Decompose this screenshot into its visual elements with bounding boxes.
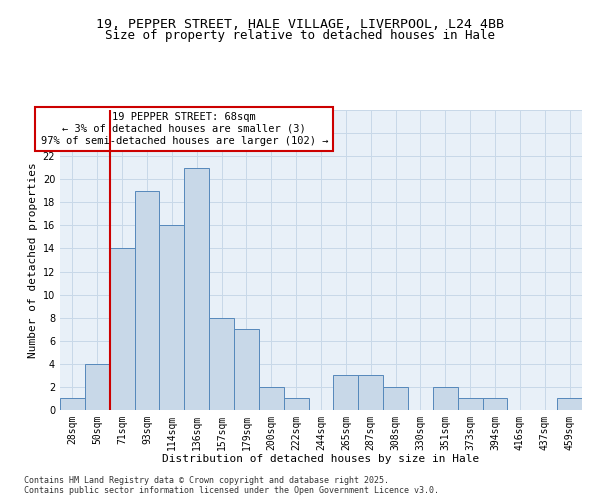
Bar xyxy=(284,398,308,410)
Bar xyxy=(234,329,259,410)
Text: 19, PEPPER STREET, HALE VILLAGE, LIVERPOOL, L24 4BB: 19, PEPPER STREET, HALE VILLAGE, LIVERPO… xyxy=(96,18,504,30)
Bar xyxy=(557,398,582,410)
Bar xyxy=(259,387,284,410)
Bar xyxy=(334,376,358,410)
Bar xyxy=(110,248,134,410)
Bar xyxy=(134,191,160,410)
Bar xyxy=(209,318,234,410)
Text: Contains HM Land Registry data © Crown copyright and database right 2025.
Contai: Contains HM Land Registry data © Crown c… xyxy=(24,476,439,495)
Bar xyxy=(482,398,508,410)
Bar xyxy=(433,387,458,410)
X-axis label: Distribution of detached houses by size in Hale: Distribution of detached houses by size … xyxy=(163,454,479,464)
Text: Size of property relative to detached houses in Hale: Size of property relative to detached ho… xyxy=(105,29,495,42)
Bar xyxy=(85,364,110,410)
Bar xyxy=(358,376,383,410)
Bar xyxy=(458,398,482,410)
Bar xyxy=(160,226,184,410)
Text: 19 PEPPER STREET: 68sqm
← 3% of detached houses are smaller (3)
97% of semi-deta: 19 PEPPER STREET: 68sqm ← 3% of detached… xyxy=(41,112,328,146)
Bar xyxy=(383,387,408,410)
Bar xyxy=(184,168,209,410)
Y-axis label: Number of detached properties: Number of detached properties xyxy=(28,162,38,358)
Bar xyxy=(60,398,85,410)
